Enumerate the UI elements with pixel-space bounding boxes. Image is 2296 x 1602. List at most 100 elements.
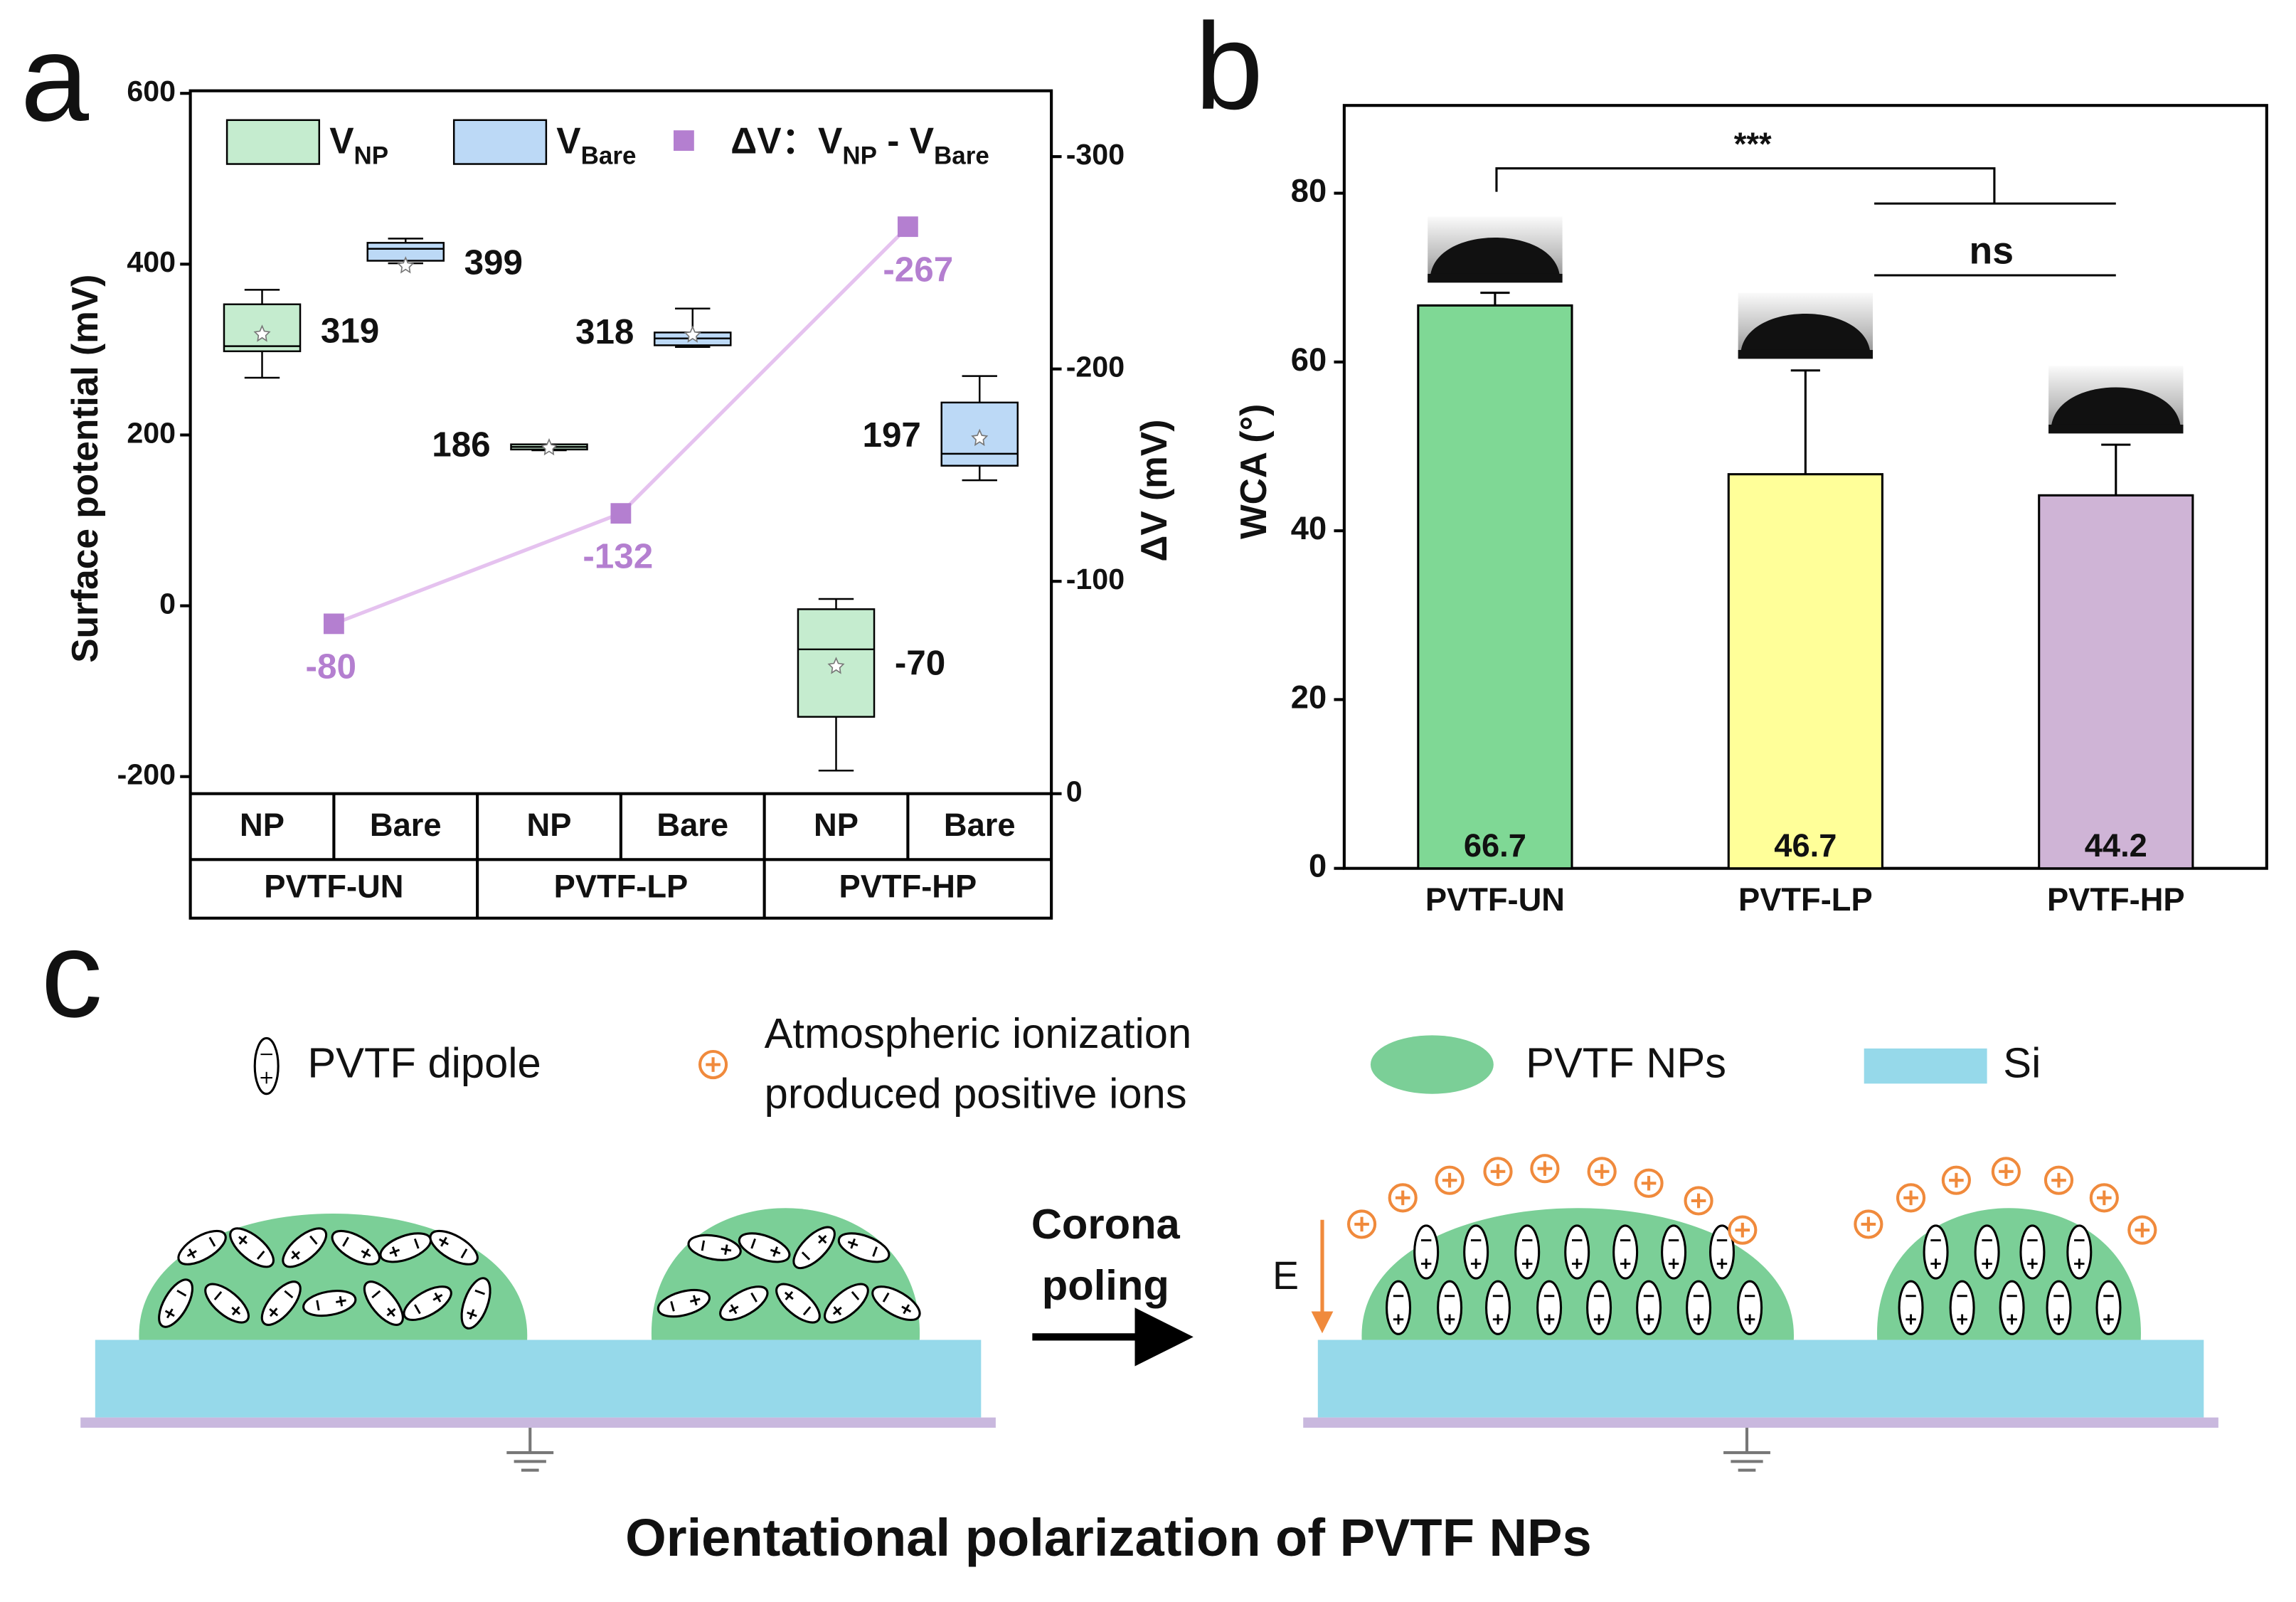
y2-tick-label: -100 [1066, 563, 1125, 595]
value-label: 399 [464, 243, 523, 282]
dipole-body [1586, 1280, 1612, 1335]
plus-v [901, 1305, 912, 1313]
dipole [775, 1283, 821, 1324]
dipole-body [2095, 1280, 2122, 1335]
mean-marker [684, 325, 701, 343]
plus-v [438, 1238, 449, 1246]
dipole-body [1999, 1280, 2025, 1335]
minus [750, 1292, 758, 1303]
value-label: 44.2 [2085, 827, 2147, 864]
minus [872, 1246, 878, 1257]
minus [414, 1304, 421, 1315]
field-label: E [1272, 1253, 1299, 1298]
droplet-base [1738, 349, 1874, 359]
minus [342, 1236, 349, 1247]
dipole [1974, 1224, 2000, 1280]
dipole [1536, 1280, 1563, 1335]
group-label: PVTF-UN [264, 868, 403, 904]
dipole-body [403, 1285, 452, 1321]
plus-v [818, 1235, 827, 1244]
dipole-body [1413, 1224, 1440, 1280]
legend-text: NP [842, 142, 877, 169]
x-tick-label: NP [527, 807, 572, 843]
dipole [2066, 1224, 2093, 1280]
mean-marker [253, 324, 271, 342]
minus [256, 1250, 265, 1260]
minus [371, 1290, 381, 1299]
x-tick-label: PVTF-UN [1425, 881, 1565, 918]
plus-v [728, 1305, 739, 1313]
minus [801, 1251, 811, 1261]
plus-v [689, 1298, 701, 1303]
group-label: PVTF-LP [554, 868, 689, 904]
legend-entry: VNP [329, 120, 388, 169]
dipole [1661, 1224, 1687, 1280]
dipole-body [158, 1278, 193, 1328]
y-tick-label: 600 [127, 75, 176, 107]
x-tick-label: Bare [944, 807, 1016, 843]
y-tick-label: 400 [127, 245, 176, 278]
panel-a-frame [188, 89, 1053, 920]
dipole [1708, 1224, 1736, 1280]
value-label: 197 [862, 415, 920, 455]
minus [670, 1300, 675, 1312]
legend-swatch [452, 119, 548, 165]
panel-label: b [1195, 0, 1263, 135]
dipole [1386, 1280, 1412, 1335]
dipole [837, 1232, 891, 1263]
dipole [871, 1285, 921, 1321]
dipole-body [1708, 1224, 1736, 1280]
dipole [1636, 1280, 1662, 1335]
minus [284, 1290, 294, 1299]
dipole [2095, 1280, 2122, 1335]
dipole [1586, 1280, 1612, 1335]
dipole-body [1514, 1224, 1541, 1280]
dipole [1564, 1224, 1590, 1280]
y2-tick-label: -300 [1066, 138, 1125, 171]
y-axis-label: Surface potential (mV) [64, 275, 105, 663]
dipole-body [1386, 1280, 1412, 1335]
dipole-body [657, 1288, 711, 1318]
dipole-body [1898, 1280, 1924, 1335]
significance-brackets [1495, 167, 2116, 277]
minus [413, 1238, 420, 1249]
minus [176, 1289, 187, 1297]
dipole-body [177, 1229, 227, 1266]
arrow-label: Corona [1031, 1200, 1181, 1248]
plus-v [432, 1293, 443, 1301]
bar [1417, 304, 1573, 870]
dipole-body [871, 1285, 921, 1321]
dipole [177, 1229, 227, 1266]
legend-text: - V [877, 120, 934, 161]
dipole [460, 1277, 491, 1330]
droplet-base [2048, 424, 2184, 434]
y-tick-label: 0 [159, 587, 176, 620]
dipole-body [2046, 1280, 2072, 1335]
dipole-body [1686, 1280, 1712, 1335]
dipole-body [837, 1232, 891, 1263]
legend-icons [253, 1035, 1987, 1096]
legend-text: V [329, 120, 354, 161]
plus-v [469, 1309, 475, 1320]
dipole-body [738, 1232, 791, 1263]
group-label: PVTF-HP [839, 868, 977, 904]
dipole [738, 1232, 791, 1263]
dipole [1999, 1280, 2025, 1335]
value-label: -80 [306, 647, 356, 686]
dipole [1923, 1224, 1949, 1280]
dipole [363, 1280, 404, 1326]
plus-v [238, 1236, 248, 1244]
plus-v [269, 1307, 278, 1317]
y-tick-label: 200 [127, 416, 176, 449]
y2-tick-label: -200 [1066, 351, 1125, 383]
x-tick-label: PVTF-HP [2047, 881, 2185, 918]
y-tick-label: 40 [1291, 510, 1327, 546]
plus-v [770, 1248, 781, 1255]
dipole-body [1437, 1280, 1463, 1335]
y-tick-label: 0 [1309, 848, 1327, 884]
minus [701, 1240, 706, 1251]
droplet [1740, 314, 1870, 350]
plus-v [186, 1250, 197, 1257]
dipole-body [1923, 1224, 1949, 1280]
minus [309, 1235, 318, 1245]
